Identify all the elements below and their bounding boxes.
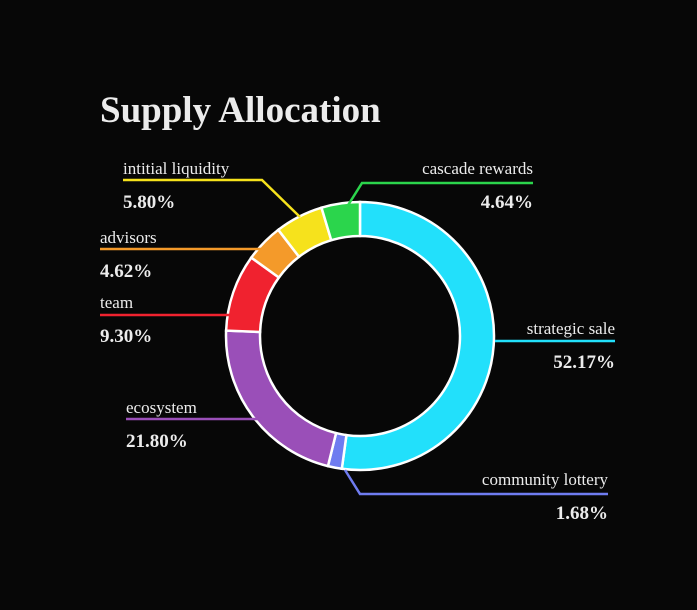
value-label: 9.30% — [100, 326, 152, 347]
value-label: 5.80% — [123, 192, 175, 213]
donut-segment — [340, 200, 496, 472]
legend-label: cascade rewards — [422, 159, 533, 178]
value-label: 4.64% — [481, 192, 533, 213]
legend-label: intitial liquidity — [123, 159, 230, 178]
legend-label: ecosystem — [126, 398, 197, 417]
legend-label: strategic sale — [527, 319, 615, 338]
value-label: 52.17% — [553, 352, 615, 373]
leader-line — [343, 181, 533, 211]
value-label: 21.80% — [126, 431, 188, 452]
legend-label: advisors — [100, 228, 157, 247]
legend-label: team — [100, 293, 133, 312]
donut-segment — [319, 200, 362, 242]
leader-line — [343, 469, 608, 496]
leader-line — [123, 178, 301, 218]
legend-label: community lottery — [482, 470, 609, 489]
value-label: 1.68% — [556, 503, 608, 524]
value-label: 4.62% — [100, 261, 152, 282]
chart-title: Supply Allocation — [100, 90, 381, 131]
